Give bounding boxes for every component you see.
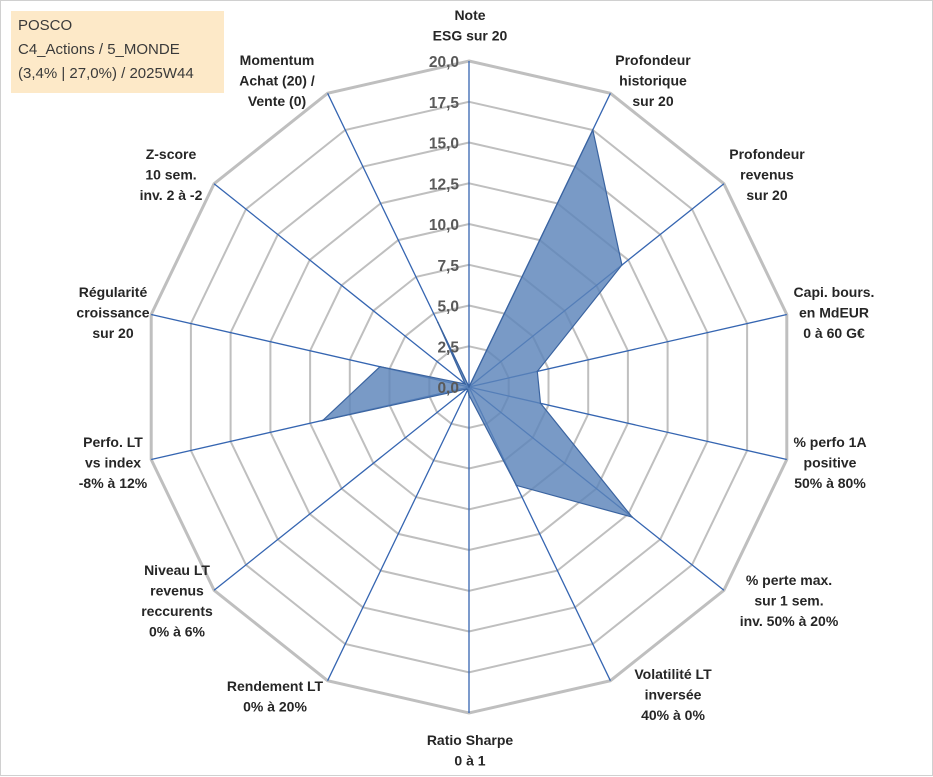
- tick-label: 7,5: [437, 258, 459, 275]
- tick-label: 2,5: [437, 339, 459, 356]
- axis-spoke: [213, 183, 470, 388]
- data-point: [322, 419, 324, 422]
- axis-label: % perte max. sur 1 sem. inv. 50% à 20%: [740, 572, 839, 629]
- data-point: [468, 386, 470, 388]
- axis-label: Régularité croissance sur 20: [76, 284, 149, 341]
- data-point: [466, 389, 469, 391]
- axis-label: Profondeur revenus sur 20: [729, 146, 805, 203]
- series-area: [320, 128, 634, 519]
- axis-label: Volatilité LT inversée 40% à 0%: [634, 666, 712, 723]
- axis-label: Note ESG sur 20: [433, 7, 508, 44]
- data-point: [621, 264, 623, 266]
- axis-label: Perfo. LT vs index -8% à 12%: [79, 434, 148, 491]
- tick-label: 20,0: [429, 54, 459, 71]
- info-box: POSCO C4_Actions / 5_MONDE (3,4% | 27,0%…: [11, 11, 224, 93]
- data-point: [536, 370, 539, 373]
- axis-label: Ratio Sharpe 0 à 1: [427, 732, 514, 769]
- data-point: [379, 365, 381, 368]
- data-point: [631, 516, 633, 518]
- axis-label: % perfo 1A positive 50% à 80%: [793, 434, 866, 491]
- info-stats-week: (3,4% | 27,0%) / 2025W44: [18, 65, 194, 82]
- axis-label: Niveau LT revenus reccurents 0% à 6%: [141, 562, 213, 640]
- data-point: [539, 402, 542, 405]
- axis-spoke: [327, 386, 470, 681]
- info-category: C4_Actions / 5_MONDE: [18, 41, 180, 58]
- data-point: [515, 484, 518, 487]
- data-point: [592, 129, 594, 131]
- tick-label: 17,5: [429, 95, 460, 112]
- axis-label: Momentum Achat (20) / Vente (0): [239, 52, 315, 109]
- tick-label: 5,0: [437, 299, 459, 316]
- axis-spoke: [213, 386, 470, 591]
- axis-label: Profondeur historique sur 20: [615, 52, 691, 109]
- axis-label: Z-score 10 sem. inv. 2 à -2: [140, 146, 203, 203]
- axis-label: Capi. bours. en MdEUR 0 à 60 G€: [794, 284, 875, 341]
- info-company-name: POSCO: [18, 17, 73, 34]
- data-point: [464, 383, 467, 385]
- tick-label: 12,5: [429, 176, 460, 193]
- tick-label: 0,0: [437, 380, 459, 397]
- tick-label: 15,0: [429, 136, 459, 153]
- data-point: [437, 321, 439, 324]
- data-point: [468, 394, 470, 396]
- data-point: [465, 388, 468, 390]
- axis-label: Rendement LT 0% à 20%: [227, 678, 324, 715]
- tick-label: 10,0: [429, 217, 459, 234]
